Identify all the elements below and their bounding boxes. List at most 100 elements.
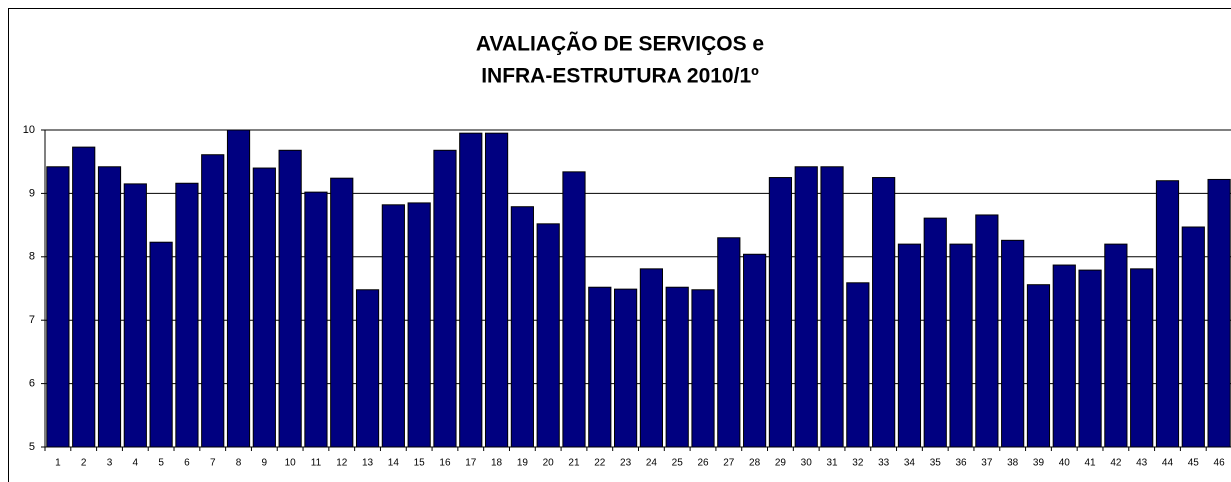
bar [768,177,793,448]
bar [536,223,560,448]
bar [820,166,844,448]
x-tick-label: 28 [749,458,761,469]
bar [975,214,999,448]
bar [614,288,638,448]
bar [201,154,225,448]
bar [1001,239,1025,448]
bar [407,202,431,448]
x-tick-label: 43 [1136,458,1148,469]
x-tick-label: 4 [133,458,139,469]
bar [897,243,922,448]
x-tick-label: 17 [465,458,477,469]
x-tick-label: 34 [904,458,916,469]
bar [794,166,818,448]
bar [459,132,483,448]
x-tick-label: 24 [646,458,658,469]
x-tick-label: 15 [414,458,426,469]
bar [1052,264,1076,448]
y-tick-label: 7 [29,314,35,326]
bar [639,268,663,448]
bar [717,237,741,448]
bar [846,282,870,448]
bar [949,243,973,448]
bar [1155,180,1180,448]
y-tick-label: 10 [23,124,35,136]
x-tick-label: 39 [1033,458,1045,469]
bar [175,182,199,448]
x-tick-label: 10 [285,458,297,469]
bar [510,206,534,448]
bar [72,146,96,448]
x-tick-label: 14 [388,458,400,469]
bar [304,191,328,448]
x-tick-label: 19 [517,458,529,469]
bar [691,289,715,448]
x-tick-label: 46 [1214,458,1226,469]
y-tick-label: 8 [29,251,35,263]
x-tick-label: 16 [439,458,451,469]
x-tick-label: 36 [955,458,967,469]
bar [1130,268,1154,448]
bar [278,149,302,448]
bar [665,286,689,448]
bar [872,177,896,448]
x-tick-label: 6 [184,458,190,469]
x-tick-label: 33 [878,458,890,469]
x-tick-label: 3 [107,458,113,469]
x-tick-label: 23 [620,458,632,469]
x-tick-label: 21 [568,458,580,469]
x-tick-label: 1 [55,458,61,469]
x-tick-label: 38 [1007,458,1019,469]
bar [1104,243,1128,448]
bar [1207,178,1231,448]
bar [355,289,380,448]
x-tick-label: 32 [852,458,864,469]
y-tick-label: 9 [29,187,35,199]
bar [1078,269,1102,448]
bar [46,166,70,448]
y-tick-label: 6 [29,378,35,390]
x-tick-label: 37 [981,458,993,469]
x-tick-label: 27 [723,458,735,469]
bar [562,171,586,448]
bar [381,204,405,448]
x-tick-label: 26 [697,458,709,469]
bar [226,129,251,448]
bar [1026,284,1051,448]
x-tick-label: 7 [210,458,216,469]
x-tick-label: 29 [775,458,787,469]
bar [923,217,947,448]
x-tick-label: 13 [362,458,374,469]
x-tick-label: 40 [1059,458,1071,469]
x-tick-label: 35 [930,458,942,469]
x-tick-label: 8 [236,458,242,469]
x-tick-label: 5 [158,458,164,469]
x-tick-label: 18 [491,458,503,469]
chart-title: AVALIAÇÃO DE SERVIÇOS e [476,33,764,56]
bar [97,166,122,448]
x-tick-label: 41 [1085,458,1097,469]
x-tick-label: 31 [826,458,838,469]
bar [1181,226,1205,448]
x-tick-label: 22 [594,458,606,469]
x-tick-label: 44 [1162,458,1174,469]
y-tick-label: 5 [29,441,35,453]
bar [588,286,612,448]
bar [484,132,509,448]
x-tick-label: 12 [336,458,348,469]
x-tick-label: 2 [81,458,87,469]
bar [149,241,173,448]
x-tick-label: 20 [543,458,555,469]
x-tick-label: 11 [311,458,322,469]
x-tick-label: 45 [1188,458,1200,469]
x-tick-label: 42 [1110,458,1122,469]
bar [743,253,767,448]
bar [252,167,276,448]
chart-title: INFRA-ESTRUTURA 2010/1º [481,65,759,88]
bar [433,149,457,448]
bar [330,177,354,448]
x-tick-label: 9 [262,458,268,469]
x-tick-label: 25 [672,458,684,469]
bar [123,183,147,448]
